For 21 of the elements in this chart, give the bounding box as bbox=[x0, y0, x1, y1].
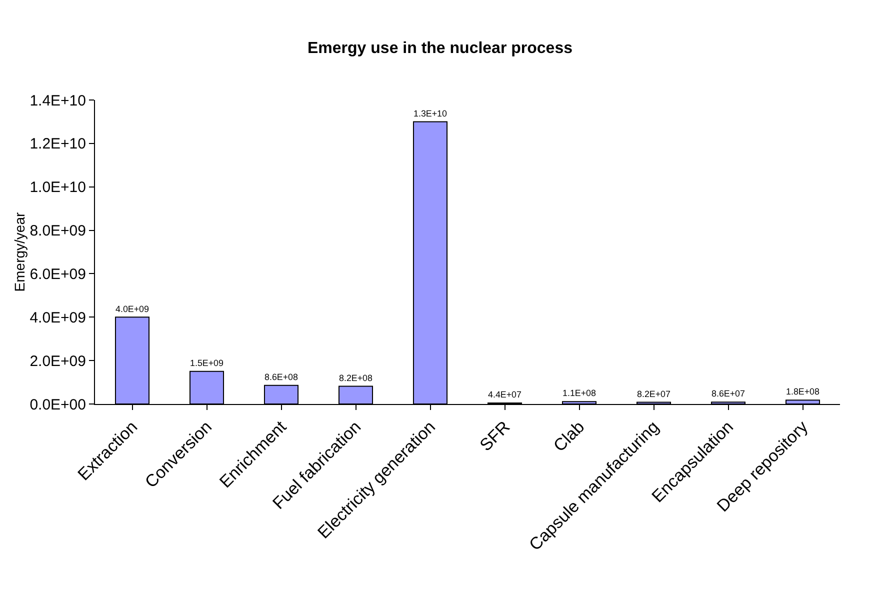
data-label: 8.2E+08 bbox=[339, 372, 373, 383]
data-label: 4.0E+09 bbox=[116, 304, 150, 314]
y-tick-label: 1.0E+10 bbox=[30, 179, 86, 196]
chart-title: Emergy use in the nuclear process bbox=[308, 40, 573, 57]
y-tick-label: 4.0E+09 bbox=[30, 309, 86, 326]
data-label: 4.4E+07 bbox=[488, 390, 522, 400]
y-axis-title: Emergy/year bbox=[12, 212, 28, 292]
data-label: 1.3E+10 bbox=[414, 108, 448, 118]
data-label: 8.6E+07 bbox=[712, 388, 746, 399]
data-label: 1.8E+08 bbox=[786, 386, 820, 397]
y-tick-label: 8.0E+09 bbox=[30, 222, 86, 240]
y-tick-label: 2.0E+09 bbox=[30, 352, 86, 370]
data-label: 1.5E+09 bbox=[190, 358, 224, 368]
data-label: 8.6E+08 bbox=[264, 372, 298, 382]
y-tick-label: 1.2E+10 bbox=[30, 136, 86, 153]
x-tick-label: SFR bbox=[476, 417, 514, 455]
data-label: 8.2E+07 bbox=[637, 388, 671, 399]
y-tick-label: 1.4E+10 bbox=[30, 92, 86, 110]
y-tick-label: 0.0E+00 bbox=[30, 396, 86, 414]
y-tick-label: 6.0E+09 bbox=[30, 266, 86, 283]
data-label: 1.1E+08 bbox=[562, 388, 596, 398]
